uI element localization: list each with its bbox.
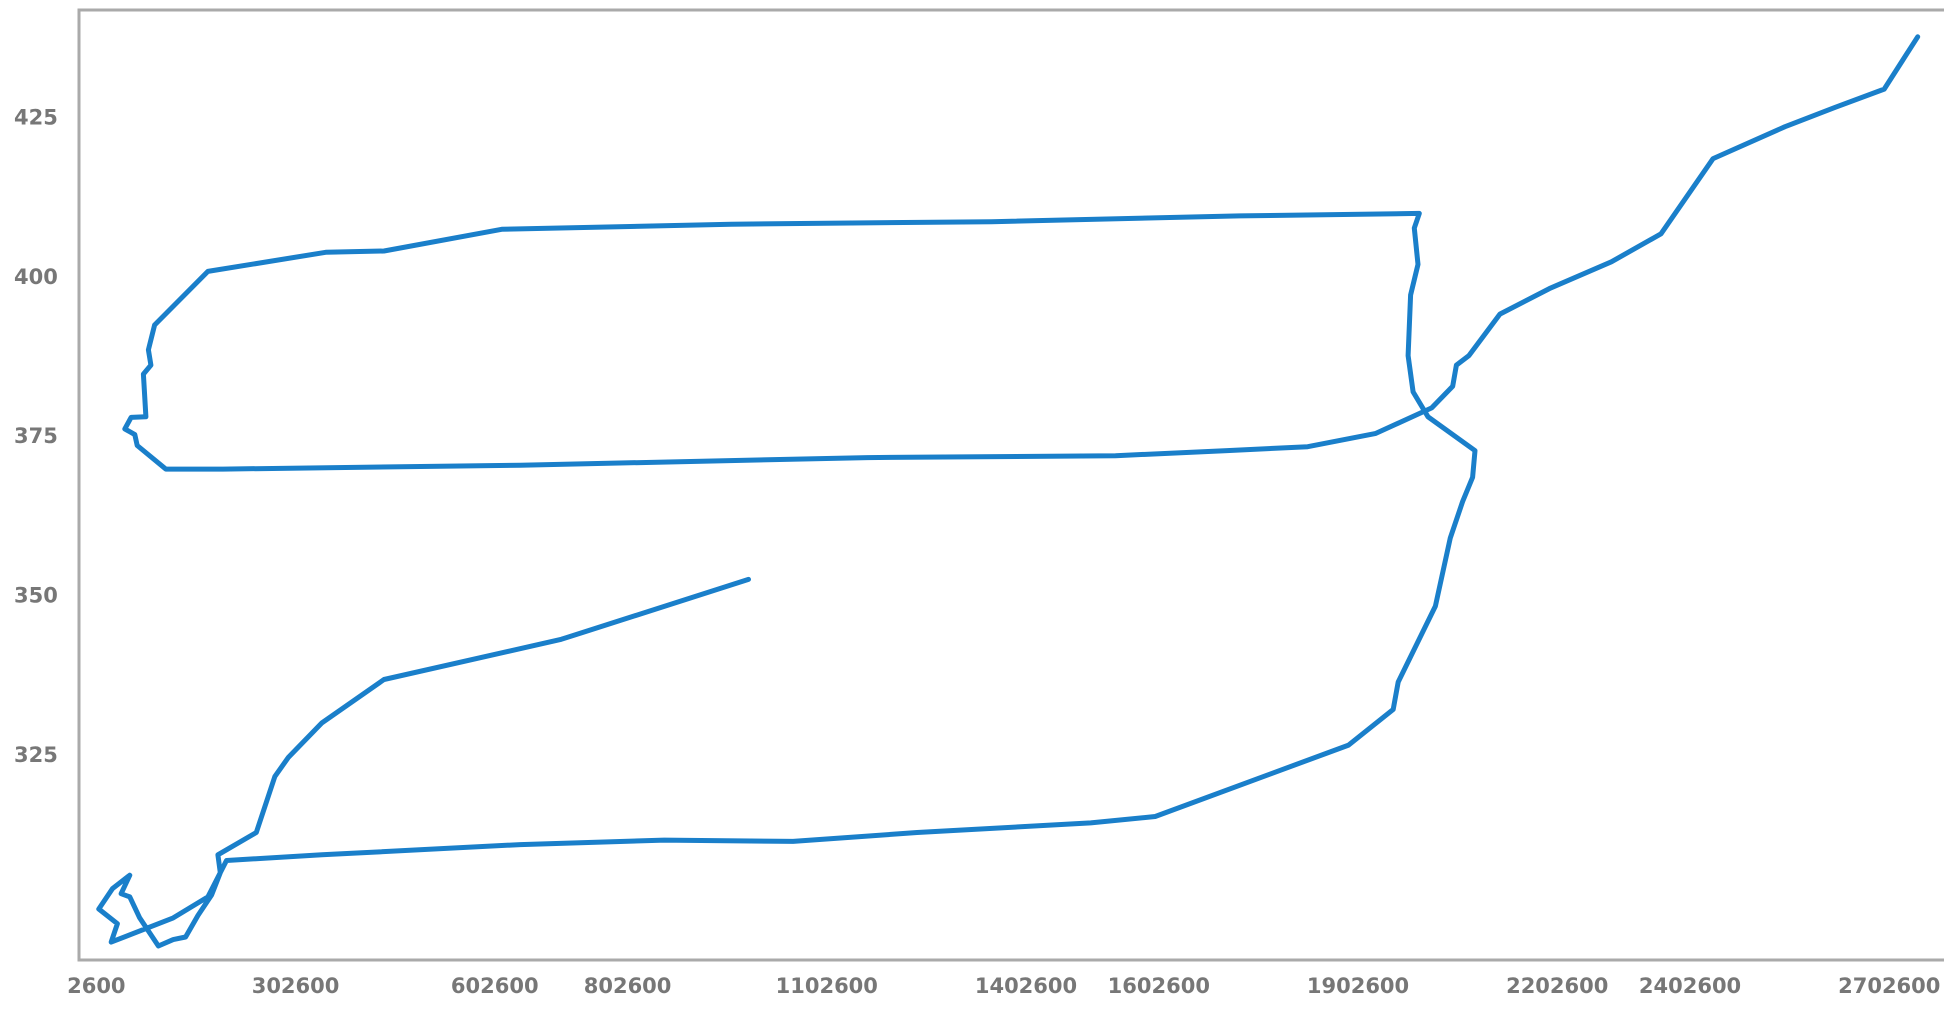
y-tick-label: 400: [14, 265, 58, 289]
x-tick-label: 2600: [67, 974, 125, 998]
y-tick-label: 425: [14, 105, 58, 129]
x-tick-label: 1602600: [1108, 974, 1210, 998]
x-tick-label: 602600: [451, 974, 539, 998]
plot-frame: [77, 8, 1944, 962]
y-tick-label: 325: [14, 743, 58, 767]
x-tick-label: 302600: [252, 974, 340, 998]
line: [96, 34, 1921, 949]
x-tick-label: 2402600: [1639, 974, 1741, 998]
y-tick-label: 375: [14, 424, 58, 448]
x-tick-label: 802600: [584, 974, 672, 998]
x-tick-label: 1902600: [1307, 974, 1409, 998]
x-tick-label: 2702600: [1838, 974, 1940, 998]
y-tick-label: 350: [14, 584, 58, 608]
x-tick-label: 1102600: [776, 974, 878, 998]
x-tick-label: 2202600: [1506, 974, 1608, 998]
x-tick-label: 1402600: [975, 974, 1077, 998]
